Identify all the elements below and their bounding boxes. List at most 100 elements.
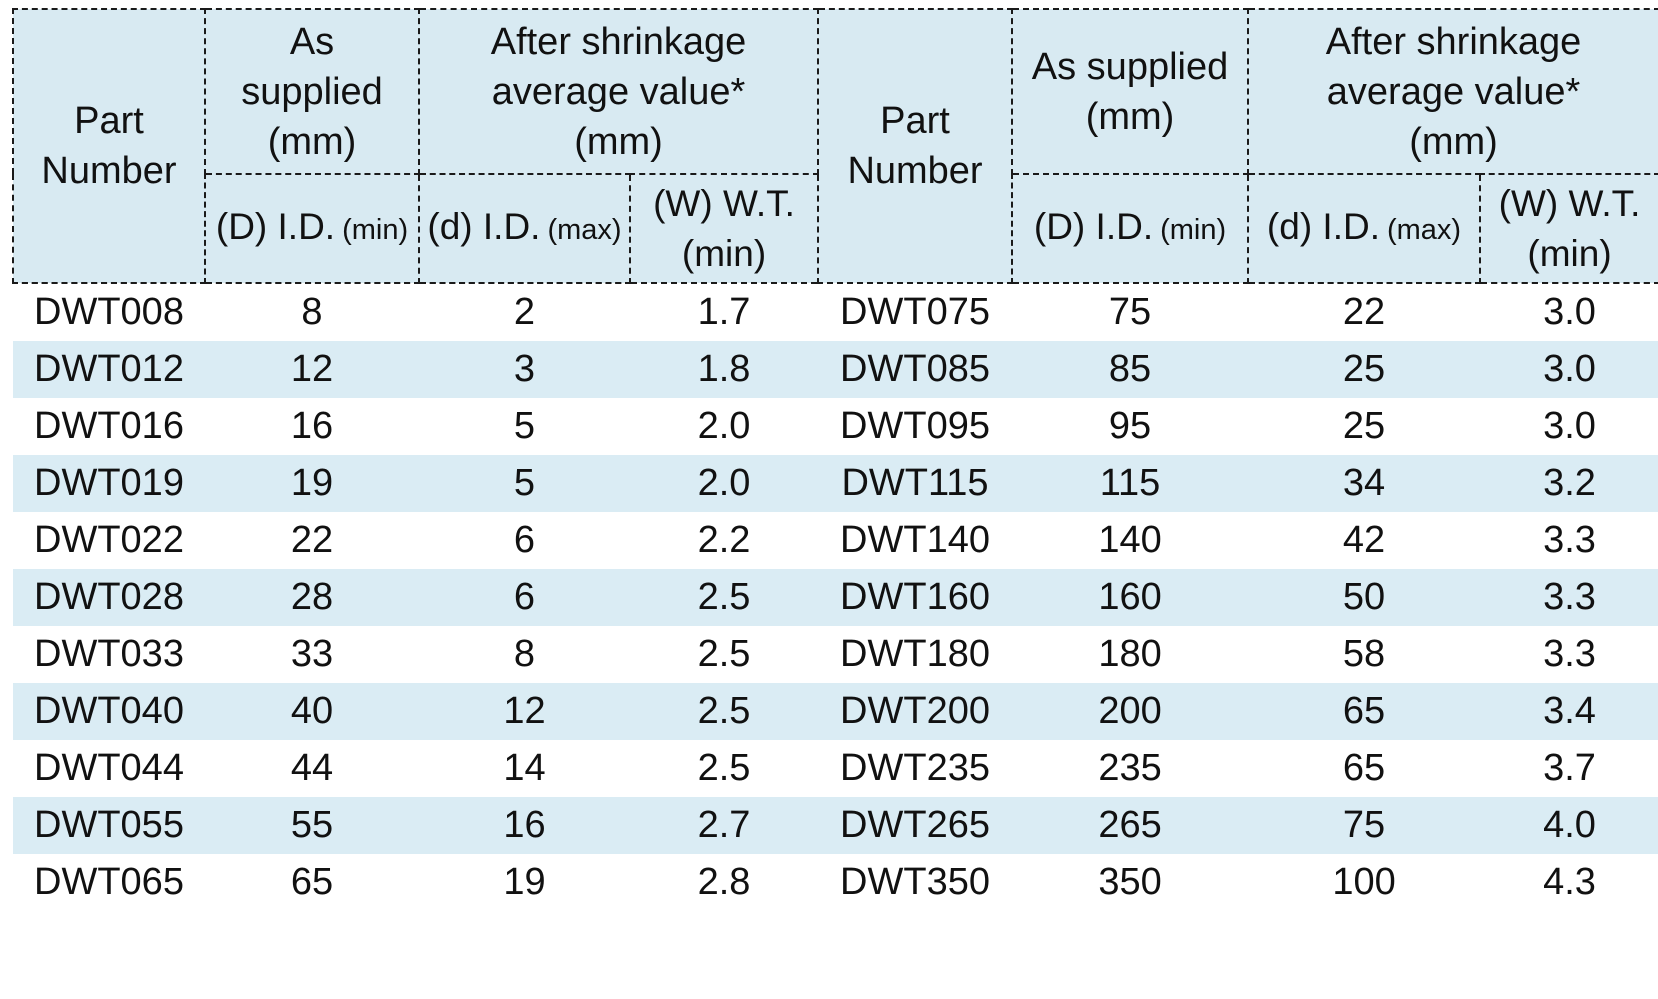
cell-after-shrink-id-max: 25 [1342,405,1386,447]
cell-as-supplied-id-min: 85 [1012,341,1249,398]
header-after-shrinkage-left: After shrinkage average value* (mm) [417,8,820,175]
header-part-number-left: Part Number [12,8,206,284]
cell-after-shrink-wt-min: 2.2 [697,519,751,561]
table-row: DWT016 16 5 2.0 DWT095 95 25 3.0 [13,398,1658,455]
table-row: DWT028 28 6 2.5 DWT160 160 50 3.3 [13,569,1658,626]
cell-part-number: DWT044 [34,747,184,789]
cell-part-number: DWT160 [818,569,1013,626]
cell-after-shrink-id-max: 5 [513,405,536,447]
subheader-wall-thickness-left: (W) W.T. (min) [628,173,820,284]
cell-as-supplied-id-min: 115 [1012,455,1249,512]
header-as-supplied-left: As supplied (mm) [204,8,420,175]
cell-after-shrink-id-max: 100 [1332,861,1396,903]
subheader-shrunk-id-right-qualifier: (max) [1386,214,1462,246]
cell-after-shrink-wt-min: 2.0 [630,455,819,512]
subheader-wall-thickness-right: (W) W.T. (min) [1479,173,1658,284]
cell-part-number: DWT040 [13,683,205,740]
cell-part-number: DWT265 [818,797,1013,854]
cell-after-shrink-id-max: 75 [1248,797,1481,854]
cell-part-number: DWT065 [34,861,184,903]
cell-after-shrink-wt-min: 2.0 [697,405,751,447]
cell-as-supplied-id-min: 16 [290,405,334,447]
cell-as-supplied-id-min: 75 [1108,291,1152,333]
cell-after-shrink-wt-min: 2.7 [630,797,819,854]
header-part-number-right: Part Number [817,8,1014,284]
subheader-shrunk-id-right: (d) I.D. (max) [1247,173,1482,284]
cell-as-supplied-id-min: 350 [1098,861,1162,903]
subheader-shrunk-id-left-label: (d) I.D. [427,206,541,247]
table-header: Part Number As supplied (mm) After shrin… [12,8,1658,284]
shrink-tubing-spec-table: Part Number As supplied (mm) After shrin… [12,8,1658,911]
table-row: DWT033 33 8 2.5 DWT180 180 58 3.3 [13,626,1658,683]
cell-after-shrink-id-max: 65 [1248,683,1481,740]
cell-part-number: DWT075 [840,291,990,333]
cell-as-supplied-id-min: 140 [1098,519,1162,561]
cell-after-shrink-wt-min: 3.0 [1543,291,1596,333]
cell-after-shrink-id-max: 25 [1248,341,1481,398]
cell-after-shrink-wt-min: 2.5 [697,633,751,675]
cell-as-supplied-id-min: 265 [1012,797,1249,854]
table-row: DWT055 55 16 2.7 DWT265 265 75 4.0 [13,797,1658,854]
cell-after-shrink-wt-min: 3.3 [1480,569,1658,626]
cell-after-shrink-id-max: 34 [1248,455,1481,512]
cell-as-supplied-id-min: 22 [290,519,334,561]
cell-as-supplied-id-min: 55 [205,797,419,854]
cell-after-shrink-id-max: 22 [1342,291,1386,333]
cell-part-number: DWT180 [840,633,990,675]
cell-as-supplied-id-min: 19 [205,455,419,512]
subheader-supplied-id-right-qualifier: (min) [1160,214,1227,246]
cell-after-shrink-id-max: 42 [1342,519,1386,561]
cell-as-supplied-id-min: 200 [1012,683,1249,740]
table-row: DWT008 8 2 1.7 DWT075 75 22 3.0 [13,283,1658,341]
cell-part-number: DWT200 [818,683,1013,740]
cell-part-number: DWT095 [840,405,990,447]
cell-part-number: DWT115 [818,455,1013,512]
cell-as-supplied-id-min: 95 [1108,405,1152,447]
cell-as-supplied-id-min: 44 [290,747,334,789]
cell-part-number: DWT033 [34,633,184,675]
cell-part-number: DWT022 [34,519,184,561]
table-row: DWT065 65 19 2.8 DWT350 350 100 4.3 [13,854,1658,911]
cell-after-shrink-id-max: 3 [419,341,630,398]
cell-after-shrink-id-max: 8 [513,633,536,675]
table-body: DWT008 8 2 1.7 DWT075 75 22 3.0 DWT012 12 3 1.8 DWT0… [13,283,1658,911]
cell-after-shrink-wt-min: 2.5 [630,569,819,626]
cell-after-shrink-wt-min: 4.3 [1543,861,1596,903]
cell-after-shrink-wt-min: 2.5 [630,683,819,740]
cell-after-shrink-wt-min: 3.0 [1543,405,1596,447]
cell-part-number: DWT350 [840,861,990,903]
cell-after-shrink-wt-min: 3.2 [1480,455,1658,512]
cell-after-shrink-id-max: 14 [503,747,546,789]
cell-after-shrink-id-max: 2 [513,291,536,333]
cell-after-shrink-wt-min: 3.3 [1543,519,1596,561]
cell-part-number: DWT008 [34,291,184,333]
cell-after-shrink-id-max: 6 [513,519,536,561]
cell-as-supplied-id-min: 8 [301,291,323,333]
cell-after-shrink-wt-min: 3.0 [1480,341,1658,398]
subheader-supplied-id-left-qualifier: (min) [342,214,409,246]
cell-after-shrink-id-max: 12 [419,683,630,740]
cell-part-number: DWT055 [13,797,205,854]
cell-after-shrink-wt-min: 3.3 [1543,633,1596,675]
cell-as-supplied-id-min: 180 [1098,633,1162,675]
cell-part-number: DWT019 [13,455,205,512]
subheader-supplied-id-right-label: (D) I.D. [1033,206,1154,247]
cell-after-shrink-wt-min: 2.5 [697,747,751,789]
subheader-shrunk-id-right-label: (d) I.D. [1266,206,1380,247]
table-row: DWT044 44 14 2.5 DWT235 235 65 3.7 [13,740,1658,797]
subheader-supplied-id-left: (D) I.D. (min) [204,173,420,284]
cell-as-supplied-id-min: 160 [1012,569,1249,626]
cell-part-number: DWT016 [34,405,184,447]
subheader-supplied-id-left-label: (D) I.D. [215,206,336,247]
header-after-shrinkage-right: After shrinkage average value* (mm) [1247,8,1658,175]
cell-after-shrink-id-max: 5 [419,455,630,512]
cell-after-shrink-id-max: 19 [503,861,546,903]
cell-as-supplied-id-min: 28 [205,569,419,626]
table-row: DWT022 22 6 2.2 DWT140 140 42 3.3 [13,512,1658,569]
cell-after-shrink-id-max: 16 [419,797,630,854]
cell-as-supplied-id-min: 33 [290,633,334,675]
cell-part-number: DWT028 [13,569,205,626]
cell-after-shrink-wt-min: 1.8 [630,341,819,398]
cell-after-shrink-id-max: 6 [419,569,630,626]
subheader-shrunk-id-left: (d) I.D. (max) [418,173,631,284]
